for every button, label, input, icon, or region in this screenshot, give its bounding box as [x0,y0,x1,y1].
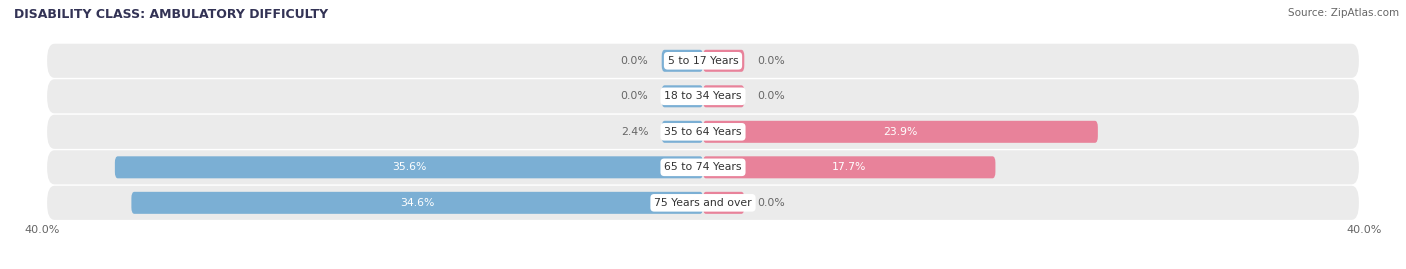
Text: 18 to 34 Years: 18 to 34 Years [664,91,742,101]
FancyBboxPatch shape [703,85,744,107]
FancyBboxPatch shape [662,85,703,107]
Text: 0.0%: 0.0% [620,91,648,101]
Text: 65 to 74 Years: 65 to 74 Years [664,162,742,172]
FancyBboxPatch shape [48,115,1358,149]
FancyBboxPatch shape [662,50,703,72]
Text: 0.0%: 0.0% [620,56,648,66]
Text: 17.7%: 17.7% [832,162,866,172]
Text: 0.0%: 0.0% [758,91,786,101]
Text: 23.9%: 23.9% [883,127,918,137]
Text: 5 to 17 Years: 5 to 17 Years [668,56,738,66]
Text: 2.4%: 2.4% [621,127,648,137]
FancyBboxPatch shape [48,186,1358,220]
Text: 34.6%: 34.6% [401,198,434,208]
FancyBboxPatch shape [703,50,744,72]
Text: 0.0%: 0.0% [758,198,786,208]
FancyBboxPatch shape [703,121,1098,143]
FancyBboxPatch shape [48,44,1358,78]
Text: 0.0%: 0.0% [758,56,786,66]
Text: 75 Years and over: 75 Years and over [654,198,752,208]
FancyBboxPatch shape [115,156,703,178]
Text: Source: ZipAtlas.com: Source: ZipAtlas.com [1288,8,1399,18]
FancyBboxPatch shape [703,156,995,178]
FancyBboxPatch shape [703,192,744,214]
FancyBboxPatch shape [48,150,1358,184]
FancyBboxPatch shape [131,192,703,214]
FancyBboxPatch shape [662,121,703,143]
FancyBboxPatch shape [48,79,1358,113]
Text: 35.6%: 35.6% [392,162,426,172]
Text: 35 to 64 Years: 35 to 64 Years [664,127,742,137]
Text: DISABILITY CLASS: AMBULATORY DIFFICULTY: DISABILITY CLASS: AMBULATORY DIFFICULTY [14,8,328,21]
